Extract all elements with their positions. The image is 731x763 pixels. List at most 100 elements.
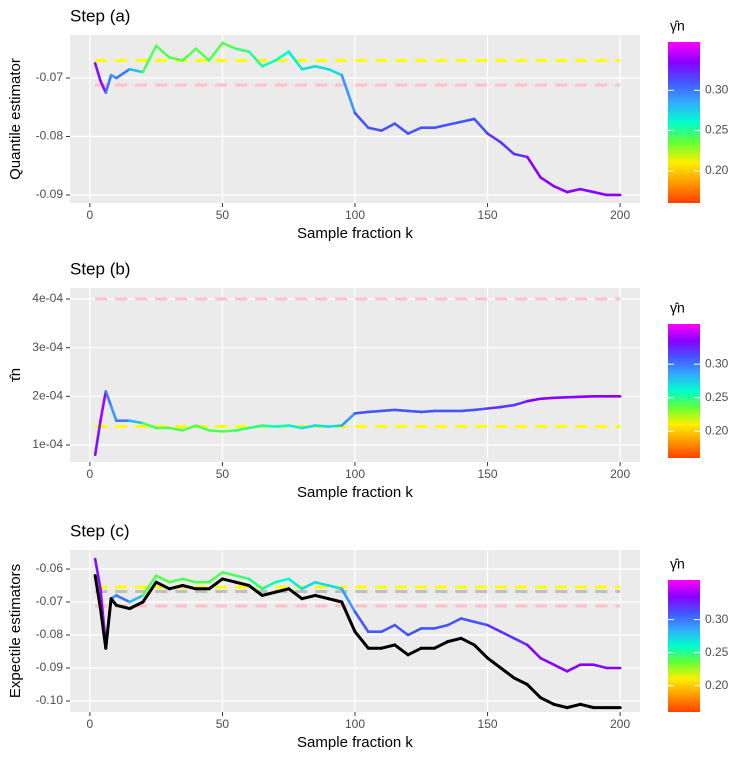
y-tick-label: 2e-04 [32, 389, 63, 403]
series-segment [340, 73, 357, 115]
series-segment [433, 640, 450, 650]
series-segment [247, 424, 264, 430]
series-segment [512, 152, 529, 159]
colorbar [668, 42, 700, 203]
x-tick-label: 0 [87, 467, 94, 481]
series-segment [526, 643, 542, 660]
series-segment [393, 408, 410, 413]
series-segment [99, 390, 108, 422]
series-segment [207, 577, 224, 591]
series-segment [128, 600, 145, 611]
x-tick-label: 100 [345, 467, 365, 481]
series-segment [578, 702, 596, 710]
series-segment [114, 603, 132, 611]
series-segment [565, 663, 582, 673]
series-segment [128, 67, 145, 74]
series-segment [473, 117, 489, 135]
chart-title: Step (c) [70, 521, 130, 540]
series-segment [154, 574, 171, 584]
series-segment [406, 409, 423, 414]
series-segment [380, 643, 397, 650]
colorbar-tick-label: 0.20 [705, 678, 729, 692]
series-segment [247, 577, 264, 591]
series-segment [406, 627, 423, 637]
colorbar-tick-label: 0.20 [705, 163, 729, 177]
chart-title: Step (b) [70, 259, 130, 278]
series-segment [247, 584, 264, 597]
series-segment [128, 419, 145, 425]
y-axis-title: Quantile estimator [7, 58, 24, 180]
x-tick-label: 150 [478, 208, 498, 222]
x-tick-label: 150 [478, 467, 498, 481]
series-segment [380, 408, 397, 413]
x-axis-title: Sample fraction k [297, 484, 413, 501]
x-tick-label: 0 [87, 717, 94, 731]
colorbar-title: γ̂n [670, 300, 685, 316]
series-segment [234, 47, 251, 53]
series-segment [115, 594, 131, 604]
series-segment [93, 574, 102, 611]
series-segment [221, 41, 237, 51]
series-segment [273, 587, 291, 594]
series-segment [93, 419, 102, 457]
series-segment [512, 637, 529, 647]
series-segment [340, 600, 357, 634]
y-axis-title: τ̂n [7, 368, 24, 382]
series-segment [406, 126, 423, 135]
series-segment [340, 587, 357, 614]
y-tick-label: -0.07 [36, 594, 64, 608]
series-segment [93, 62, 102, 83]
series-segment [433, 623, 450, 630]
series-segment [287, 577, 304, 591]
x-axis-title: Sample fraction k [297, 734, 413, 751]
series-segment [168, 577, 184, 584]
x-tick-label: 50 [216, 208, 230, 222]
series-segment [141, 44, 158, 74]
series-segment [366, 126, 383, 132]
y-tick-label: -0.10 [36, 693, 64, 707]
series-segment [300, 424, 317, 430]
series-segment [486, 656, 503, 670]
x-tick-label: 0 [87, 208, 94, 222]
colorbar-tick-label: 0.25 [705, 390, 729, 404]
series-segment [552, 663, 569, 673]
y-tick-label: 1e-04 [32, 437, 63, 451]
series-segment [93, 557, 102, 591]
series-segment [221, 571, 237, 577]
series-segment [446, 120, 463, 127]
series-segment [128, 594, 145, 604]
series-segment [565, 702, 582, 710]
series-segment [393, 623, 410, 637]
series-segment [539, 656, 556, 667]
series-segment [104, 597, 113, 650]
series-segment [313, 580, 330, 587]
series-segment [287, 424, 304, 430]
colorbar-tick-label: 0.25 [705, 123, 729, 137]
series-segment [154, 580, 171, 591]
series-segment [446, 617, 463, 627]
series-segment [221, 429, 237, 433]
x-tick-label: 50 [216, 467, 230, 481]
series-segment [406, 646, 423, 657]
y-tick-label: -0.09 [36, 187, 64, 201]
y-tick-label: -0.06 [36, 561, 64, 575]
series-segment [109, 404, 118, 422]
x-tick-label: 200 [610, 467, 630, 481]
series-segment [486, 623, 503, 634]
x-tick-label: 100 [345, 208, 365, 222]
series-segment [234, 580, 251, 588]
series-segment [539, 176, 556, 188]
series-segment [340, 412, 357, 427]
series-segment [380, 122, 397, 132]
colorbar [668, 324, 700, 458]
series-segment [287, 50, 304, 71]
series-segment [167, 584, 185, 591]
series-segment [526, 397, 542, 403]
series-segment [353, 111, 370, 130]
series-segment [459, 117, 476, 124]
series-segment [512, 399, 529, 407]
x-tick-label: 150 [478, 717, 498, 731]
series-segment [552, 702, 569, 710]
series-segment [98, 607, 108, 650]
